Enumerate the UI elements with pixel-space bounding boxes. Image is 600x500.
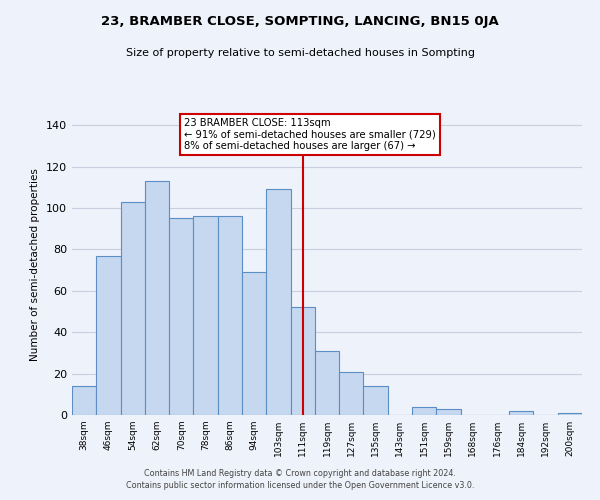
Bar	[121, 202, 145, 415]
Text: 23 BRAMBER CLOSE: 113sqm
← 91% of semi-detached houses are smaller (729)
8% of s: 23 BRAMBER CLOSE: 113sqm ← 91% of semi-d…	[184, 118, 436, 151]
Bar	[96, 256, 121, 415]
Bar	[145, 181, 169, 415]
Bar	[242, 272, 266, 415]
Bar	[290, 308, 315, 415]
Text: Contains public sector information licensed under the Open Government Licence v3: Contains public sector information licen…	[126, 481, 474, 490]
Bar	[339, 372, 364, 415]
Bar	[72, 386, 96, 415]
Y-axis label: Number of semi-detached properties: Number of semi-detached properties	[31, 168, 40, 362]
Bar	[169, 218, 193, 415]
Text: Size of property relative to semi-detached houses in Sompting: Size of property relative to semi-detach…	[125, 48, 475, 58]
Bar	[558, 413, 582, 415]
Bar	[315, 351, 339, 415]
Text: 23, BRAMBER CLOSE, SOMPTING, LANCING, BN15 0JA: 23, BRAMBER CLOSE, SOMPTING, LANCING, BN…	[101, 15, 499, 28]
Bar	[364, 386, 388, 415]
Bar	[193, 216, 218, 415]
Text: Contains HM Land Registry data © Crown copyright and database right 2024.: Contains HM Land Registry data © Crown c…	[144, 468, 456, 477]
Bar	[509, 411, 533, 415]
Bar	[218, 216, 242, 415]
Bar	[412, 406, 436, 415]
Bar	[436, 409, 461, 415]
Bar	[266, 190, 290, 415]
